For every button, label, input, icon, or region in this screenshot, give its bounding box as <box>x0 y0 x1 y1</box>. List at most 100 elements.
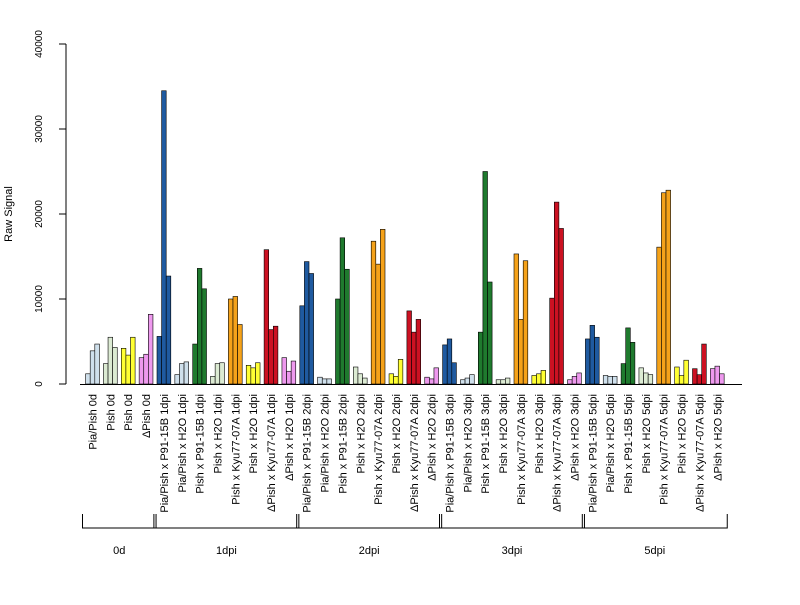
bar <box>197 268 203 385</box>
bar <box>567 379 573 385</box>
group-bracket <box>82 514 157 529</box>
bar <box>451 362 457 385</box>
group-bracket <box>296 514 443 529</box>
bar <box>661 192 667 385</box>
x-tick-label: Pish x H2O 3dpi <box>498 394 510 473</box>
bar <box>411 331 417 385</box>
bar <box>620 363 626 385</box>
bar <box>429 378 435 385</box>
bar <box>232 296 238 385</box>
x-tick-label: Pia/Pish x H2O 5dpi <box>605 394 617 492</box>
bar <box>536 373 542 385</box>
x-tick-label: Pia/Pish x P91-15B 3dpi <box>445 394 457 513</box>
group-label: 3dpi <box>502 545 523 557</box>
bar <box>714 365 720 385</box>
bar <box>250 367 256 385</box>
bar <box>304 261 310 385</box>
bar <box>156 336 162 385</box>
y-tick-label: 10000 <box>34 285 45 313</box>
x-tick-label: Pia/Pish x H2O 2dpi <box>320 394 332 492</box>
bar <box>674 366 680 385</box>
bar <box>629 342 636 385</box>
bar <box>415 319 422 385</box>
y-tick-label: 0 <box>34 381 45 387</box>
x-tick-label: Pish x H2O 2dpi <box>391 394 403 473</box>
bar <box>130 336 136 385</box>
bar <box>678 375 685 385</box>
bar <box>607 376 613 385</box>
bar <box>317 376 323 385</box>
x-tick-label: Pia/Pish x P91-15B 1dpi <box>159 394 171 513</box>
y-tick-label: 30000 <box>34 115 45 143</box>
x-tick-label: ΔPish x Kyu77-07A 3dpi <box>552 394 564 512</box>
bar <box>210 376 216 385</box>
x-tick-label: Pish x Kyu77-07A 1dpi <box>230 394 242 505</box>
bar <box>397 359 404 385</box>
bar <box>424 376 430 385</box>
bar <box>353 366 359 385</box>
bar <box>290 360 297 385</box>
bar <box>406 310 412 385</box>
bar <box>308 273 314 385</box>
bar <box>719 373 725 385</box>
bar <box>165 275 172 385</box>
bar <box>143 353 149 385</box>
bar <box>112 347 118 385</box>
bars-layer <box>85 90 725 385</box>
group-label: 0d <box>113 545 125 557</box>
axis-layer: 0 10000 20000 30000 40000 <box>34 30 742 387</box>
x-tick-label: ΔPish 0d <box>141 394 153 438</box>
x-tick-label: Pish x H2O 5dpi <box>677 394 689 473</box>
x-tick-label: Pish x Kyu77-07A 2dpi <box>373 394 385 505</box>
group-bracket <box>153 514 300 529</box>
bar <box>272 325 279 385</box>
bar <box>344 268 350 385</box>
group-bracket <box>439 514 585 529</box>
bar <box>446 338 453 385</box>
groups-layer: 0d 1dpi 2dpi 3dpi 5dpi <box>82 514 728 557</box>
bar <box>638 367 644 385</box>
bar <box>263 249 270 385</box>
bar <box>464 377 470 385</box>
bar <box>469 374 475 385</box>
bar <box>665 189 671 385</box>
group-label: 5dpi <box>644 545 665 557</box>
x-tick-label: Pish x P91-15B 2dpi <box>337 394 349 494</box>
bar <box>442 344 448 385</box>
y-tick-label: 20000 <box>34 200 45 228</box>
bar <box>393 376 399 385</box>
bar <box>174 374 180 385</box>
x-tick-label: ΔPish x H2O 5dpi <box>712 394 724 481</box>
group-bracket <box>581 514 728 529</box>
x-tick-label: Pish x P91-15B 5dpi <box>623 394 635 494</box>
bar <box>103 363 109 385</box>
bar <box>643 372 649 385</box>
bar <box>362 377 368 385</box>
bar <box>237 324 243 385</box>
bar <box>625 327 631 385</box>
bar <box>602 375 609 385</box>
bar <box>286 370 292 385</box>
bar <box>433 367 439 385</box>
bar <box>594 336 600 385</box>
bar <box>192 343 198 385</box>
bar <box>558 228 564 385</box>
bar <box>612 376 618 385</box>
bar <box>692 368 698 385</box>
bar <box>281 357 287 385</box>
group-label: 1dpi <box>216 545 237 557</box>
bar <box>370 240 377 385</box>
x-tick-label: Pish x H2O 1dpi <box>248 394 260 473</box>
bar <box>375 263 381 385</box>
bar <box>571 376 578 385</box>
x-tick-label: Pish x P91-15B 3dpi <box>480 394 492 494</box>
bar <box>335 298 341 385</box>
bar <box>500 379 506 385</box>
x-tick-label: Pia/Pish 0d <box>88 394 100 450</box>
bar <box>388 373 394 385</box>
bar <box>710 368 716 385</box>
bar <box>460 379 466 385</box>
x-tick-label: Pia/Pish x H2O 1dpi <box>177 394 189 492</box>
bar <box>522 260 529 385</box>
x-tick-label: Pish 0d <box>105 394 117 431</box>
